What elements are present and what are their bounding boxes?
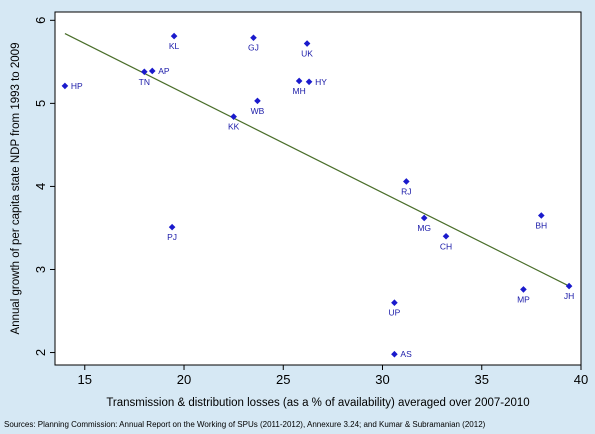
x-tick-label: 40: [574, 372, 588, 387]
data-point: [295, 77, 303, 85]
data-point: [303, 40, 311, 47]
x-axis-title: Transmission & distribution losses (as a…: [106, 397, 529, 409]
point-label: MH: [293, 86, 306, 96]
x-tick-label: 25: [276, 372, 290, 387]
axis-ticks: 15 20 25 30 35 40 2 3 4 5 6: [33, 17, 588, 387]
data-point: [61, 82, 69, 90]
point-label: HY: [315, 77, 327, 87]
fit-line-layer: [64, 33, 570, 287]
x-tick-label: 35: [475, 372, 489, 387]
data-point: [148, 67, 156, 75]
data-point: [442, 232, 450, 240]
point-label: AP: [158, 66, 170, 76]
x-tick-label: 30: [375, 372, 389, 387]
data-point: [305, 78, 313, 86]
data-point: [420, 214, 428, 222]
point-label: WB: [251, 106, 265, 116]
x-tick-label: 15: [78, 372, 92, 387]
y-tick-label: 5: [33, 100, 48, 107]
y-tick-label: 4: [33, 183, 48, 190]
data-point: [230, 113, 237, 120]
data-point: [391, 350, 398, 358]
fit-line: [64, 33, 570, 287]
point-label: RJ: [401, 186, 411, 196]
point-label: BH: [535, 220, 547, 230]
y-tick-label: 6: [33, 17, 48, 24]
point-label: UK: [301, 49, 313, 59]
y-tick-label: 2: [33, 349, 48, 356]
data-point: [391, 299, 398, 307]
point-label: CH: [440, 241, 452, 251]
point-label: GJ: [248, 43, 259, 53]
data-point: [538, 212, 545, 219]
points-layer: HP TN AP KL PJ GJ KK WB UK MH HY RJ MG CH UP AS BH MP JH: [61, 32, 574, 359]
data-point: [250, 34, 257, 42]
point-label: TN: [139, 77, 150, 87]
point-label: JH: [564, 291, 574, 301]
point-label: HP: [71, 81, 83, 91]
point-label: MP: [517, 294, 530, 304]
point-label: PJ: [167, 232, 177, 242]
y-axis-title: Annual growth of per capita state NDP fr…: [10, 43, 22, 335]
data-point: [565, 282, 573, 290]
source-note: Sources: Planning Commission: Annual Rep…: [4, 420, 486, 429]
point-label: KK: [228, 122, 240, 132]
data-point: [141, 68, 148, 76]
point-label: UP: [389, 308, 401, 318]
point-label: KL: [169, 41, 180, 51]
point-label: MG: [417, 223, 431, 233]
data-point: [170, 32, 178, 40]
x-tick-label: 20: [177, 372, 191, 387]
data-point: [168, 223, 176, 231]
data-point: [520, 286, 527, 293]
plot-area: [54, 11, 582, 366]
point-label: AS: [400, 349, 412, 359]
data-point: [403, 178, 410, 185]
y-tick-label: 3: [33, 266, 48, 273]
data-point: [254, 97, 261, 105]
